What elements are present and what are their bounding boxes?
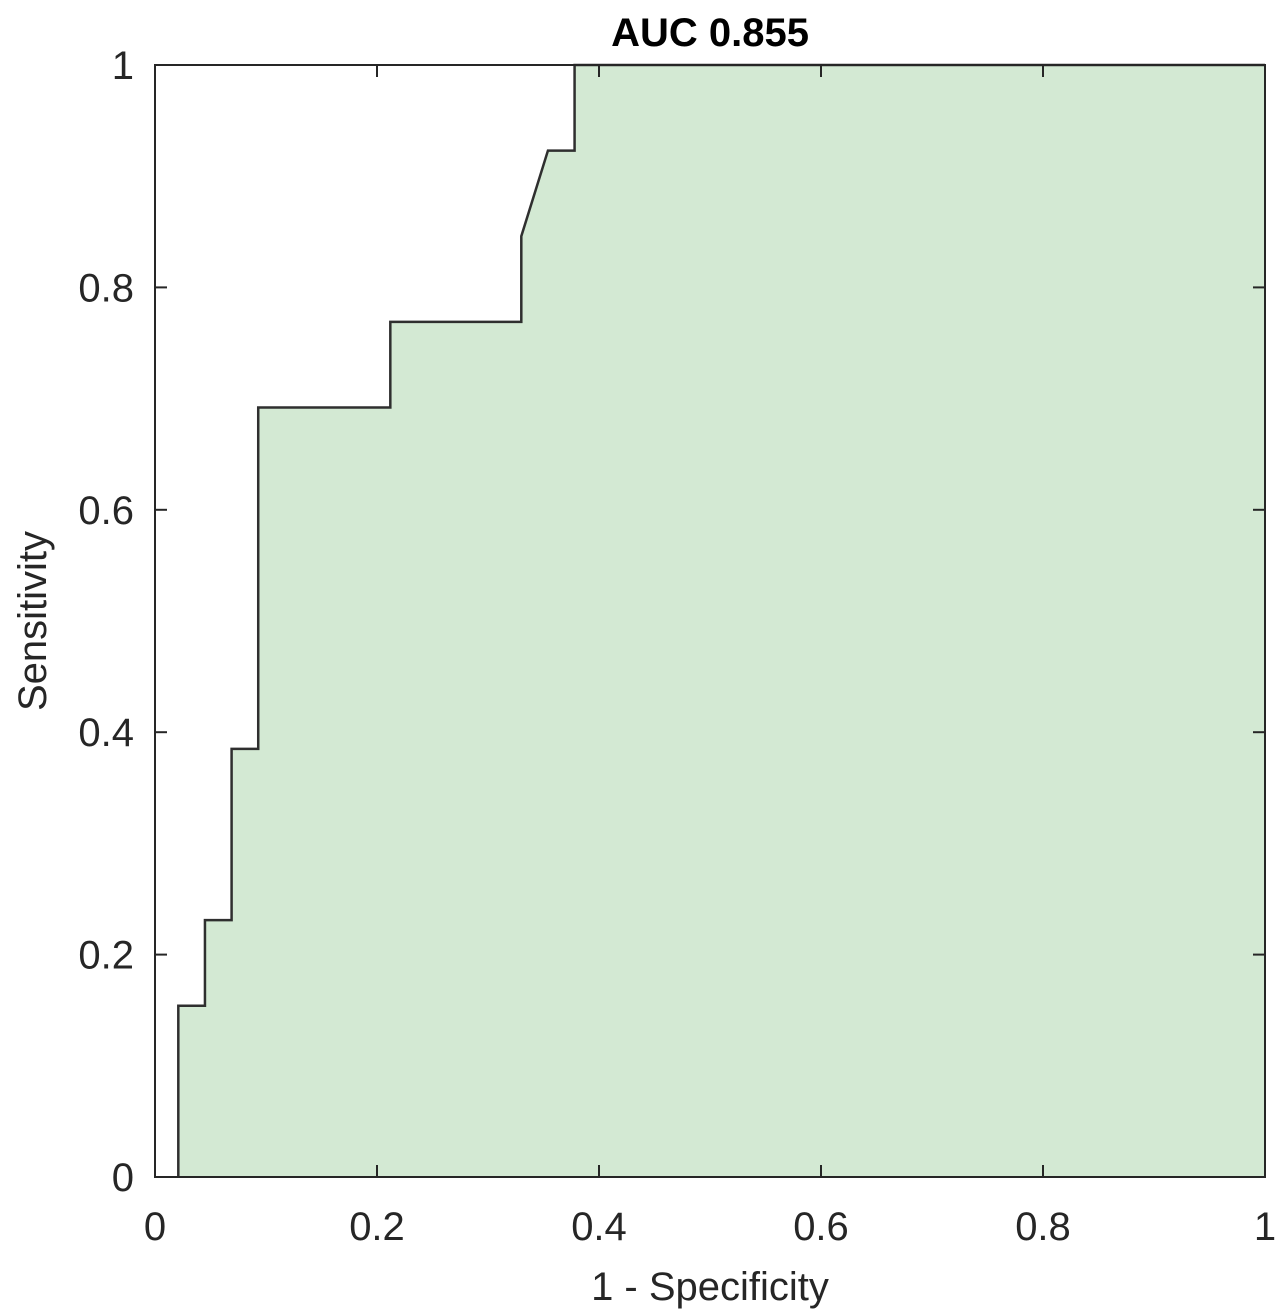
y-tick-label: 0 xyxy=(112,1156,134,1200)
y-tick-label: 0.4 xyxy=(78,711,134,755)
x-axis-title: 1 - Specificity xyxy=(591,1265,829,1309)
x-tick-label: 0.8 xyxy=(1015,1205,1071,1249)
x-tick-label: 1 xyxy=(1254,1205,1276,1249)
y-tick-label: 0.2 xyxy=(78,934,134,978)
y-axis-title: Sensitivity xyxy=(11,531,55,711)
axis-ticks: 0 0.2 0.4 0.6 0.8 1 0 0.2 0.4 0.6 0.8 1 xyxy=(78,44,1276,1249)
x-tick-label: 0.6 xyxy=(793,1205,849,1249)
y-tick-label: 1 xyxy=(112,44,134,88)
x-tick-label: 0.4 xyxy=(571,1205,627,1249)
axes-box xyxy=(154,64,1266,1178)
x-tick-label: 0.2 xyxy=(349,1205,405,1249)
auc-area xyxy=(178,65,1265,1177)
chart-title: AUC 0.855 xyxy=(611,11,809,55)
y-tick-label: 0.8 xyxy=(78,266,134,310)
roc-curve-line xyxy=(177,63,1265,1177)
plot-area xyxy=(154,63,1266,1178)
y-tick-label: 0.6 xyxy=(78,489,134,533)
x-tick-label: 0 xyxy=(144,1205,166,1249)
